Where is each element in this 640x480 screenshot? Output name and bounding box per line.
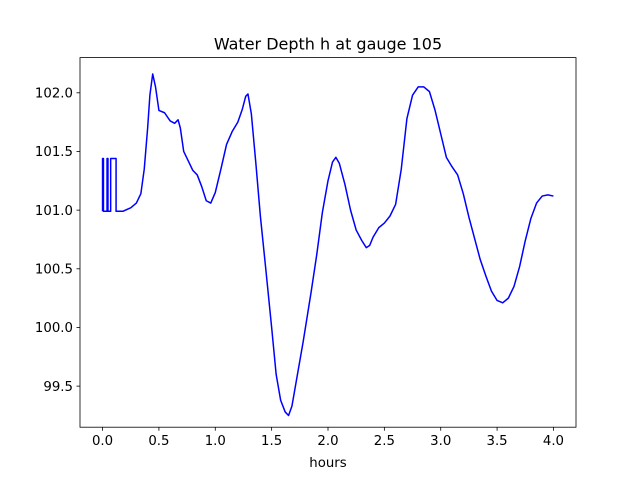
- y-tick-label: 99.5: [43, 380, 73, 395]
- y-tick-label: 101.5: [35, 145, 73, 160]
- y-tick-label: 102.0: [35, 87, 73, 102]
- axes-frame: [79, 57, 577, 428]
- chart-title: Water Depth h at gauge 105: [214, 35, 442, 54]
- x-axis-label: hours: [309, 456, 346, 471]
- x-tick-label: 3.0: [430, 434, 451, 449]
- x-tick-label: 1.5: [261, 434, 282, 449]
- x-tick-label: 1.0: [205, 434, 226, 449]
- series-line-0: [101, 73, 554, 417]
- x-tick-label: 4.0: [543, 434, 564, 449]
- x-tick-label: 0.5: [148, 434, 169, 449]
- x-tick-label: 0.0: [92, 434, 113, 449]
- plot-area: [80, 57, 576, 428]
- x-tick-label: 2.0: [317, 434, 338, 449]
- y-tick-label: 100.0: [35, 321, 73, 336]
- series-layer: [101, 73, 554, 417]
- x-tick-label: 2.5: [374, 434, 395, 449]
- x-tick-label: 3.5: [487, 434, 508, 449]
- y-axis: 99.5 100.0 100.5 101.0 101.5 102.0: [35, 87, 80, 395]
- y-tick-label: 100.5: [35, 263, 73, 278]
- x-axis: 0.0 0.5 1.0 1.5 2.0 2.5 3.0 3.5 4.0: [92, 427, 564, 449]
- y-tick-label: 101.0: [35, 204, 73, 219]
